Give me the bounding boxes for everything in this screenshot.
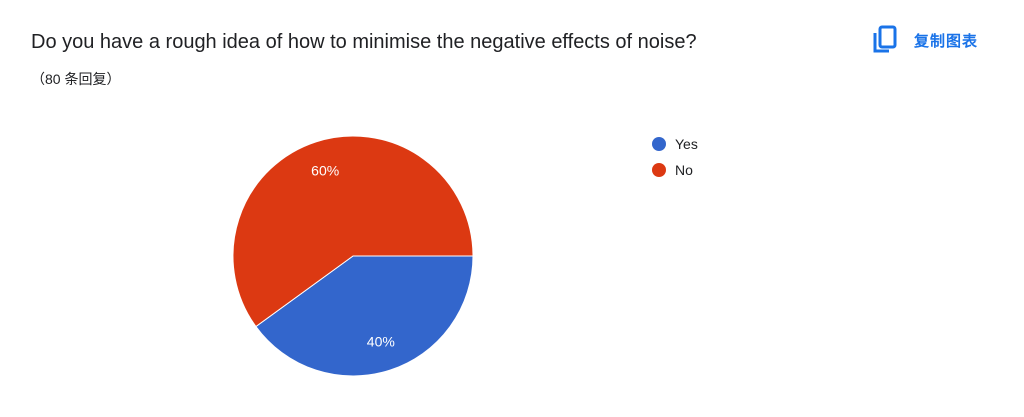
legend-item-yes[interactable]: Yes (652, 134, 698, 154)
legend-item-no[interactable]: No (652, 160, 698, 180)
legend-label-no: No (675, 162, 693, 178)
legend-swatch-yes (652, 137, 666, 151)
pie-slice-no[interactable] (232, 135, 474, 328)
chart-legend: Yes No (652, 134, 698, 186)
copy-icon (872, 25, 898, 55)
response-count: （80 条回复） (31, 71, 121, 87)
legend-label-yes: Yes (675, 136, 698, 152)
copy-chart-button[interactable]: 复制图表 (872, 24, 978, 56)
copy-chart-label: 复制图表 (914, 32, 979, 50)
pie-slice-yes[interactable] (255, 255, 474, 377)
pie-label-yes: 40% (367, 334, 395, 350)
legend-swatch-no (652, 163, 666, 177)
pie-label-no: 60% (311, 162, 339, 178)
question-title: Do you have a rough idea of how to minim… (31, 31, 697, 53)
